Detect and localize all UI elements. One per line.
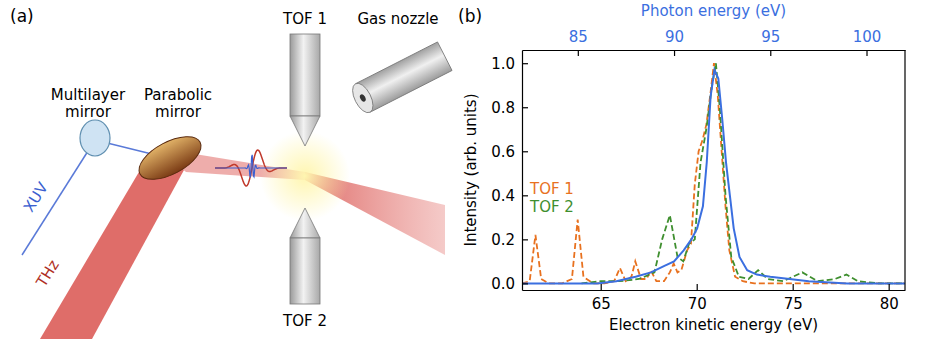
- parabolic-mirror-label: Parabolicmirror: [144, 86, 212, 121]
- tick-label: 75: [784, 295, 803, 313]
- series-line: [522, 70, 905, 284]
- nozzle-opening: [348, 80, 377, 116]
- tick-label: 85: [569, 28, 588, 46]
- xuv-label: XUV: [20, 179, 52, 216]
- thz-label: THz: [32, 256, 63, 291]
- series-line: [582, 63, 905, 283]
- tick-mark: [522, 195, 528, 196]
- tof2-cone: [290, 208, 320, 238]
- axis-line: [523, 50, 906, 51]
- frame-right: [904, 50, 905, 290]
- tof1-cone: [290, 116, 320, 146]
- xuv-pulse: [215, 155, 287, 178]
- tick: 0.4: [491, 187, 528, 205]
- tick: 0.0: [491, 275, 528, 293]
- tick: 0.6: [491, 143, 528, 161]
- tick-mark: [522, 239, 528, 240]
- tick-label: 65: [592, 295, 611, 313]
- gas-nozzle: [348, 42, 452, 116]
- tick: 100: [853, 28, 882, 56]
- x2-axis-title: Photon energy (eV): [641, 2, 786, 20]
- tick-mark: [793, 284, 794, 290]
- thz-pulse: [215, 150, 287, 186]
- axis-line: [522, 51, 523, 291]
- nozzle-hole: [359, 93, 367, 102]
- axis: 0.0 0.2 0.4 0.6 0.8 1.0: [491, 51, 528, 293]
- tick: 70: [688, 284, 707, 313]
- panel-label: (b): [458, 6, 482, 26]
- panel-a: (a) Multilayermirror Parabolicmirror TOF 1 G…: [10, 6, 452, 339]
- legend-entry: TOF 1: [529, 180, 574, 198]
- tof1-tube: [290, 34, 320, 116]
- tick-label: 0.2: [491, 231, 515, 249]
- tick-label: 0.6: [491, 143, 515, 161]
- tick: 1.0: [491, 55, 528, 73]
- tick-mark: [578, 50, 579, 56]
- tick-label: 0.8: [491, 99, 515, 117]
- tick-label: 95: [761, 28, 780, 46]
- tick: 0.2: [491, 231, 528, 249]
- tof2-tube: [290, 238, 320, 304]
- tick-label: 0.4: [491, 187, 515, 205]
- tick-mark: [674, 50, 675, 56]
- tick-mark: [770, 50, 771, 56]
- series-line: [522, 63, 904, 283]
- tick: 90: [665, 28, 684, 56]
- figure: (a) Multilayermirror Parabolicmirror TOF 1 G…: [0, 0, 933, 339]
- axis: 85 90 95 100: [523, 28, 906, 56]
- axis: 65 70 75 80: [523, 284, 906, 313]
- gas-nozzle-label: Gas nozzle: [357, 10, 438, 28]
- legend: TOF 1TOF 2: [529, 180, 574, 216]
- x-axis-title: Electron kinetic energy (eV): [609, 316, 818, 334]
- tick-mark: [697, 284, 698, 290]
- tick-mark: [522, 63, 528, 64]
- y-axis-title: Intensity (arb. units): [462, 93, 480, 246]
- tick-label: 100: [853, 28, 882, 46]
- tick-mark: [601, 284, 602, 290]
- tick-label: 80: [880, 295, 899, 313]
- tick-mark: [889, 284, 890, 290]
- legend-entry: TOF 2: [529, 198, 574, 216]
- tick: 65: [592, 284, 611, 313]
- tick-label: 0.0: [491, 275, 515, 293]
- multilayer-mirror-label: Multilayermirror: [51, 86, 126, 121]
- axis-line: [523, 290, 906, 291]
- tof1-label: TOF 1: [282, 10, 327, 28]
- tick-mark: [866, 50, 867, 56]
- panel-label: (a): [10, 6, 34, 26]
- plot-area: [522, 63, 905, 283]
- tick: 75: [784, 284, 803, 313]
- tick-label: 70: [688, 295, 707, 313]
- tick-mark: [522, 283, 528, 284]
- tick-label: 90: [665, 28, 684, 46]
- parabolic-mirror: [132, 128, 207, 188]
- tick: 80: [880, 284, 899, 313]
- tick-label: 1.0: [491, 55, 515, 73]
- multilayer-mirror: [80, 120, 110, 156]
- tick-mark: [522, 107, 528, 108]
- tick: 85: [569, 28, 588, 56]
- panel-b: (b) 65 70 75 80 85 90 95 100 0.0 0.2 0.4 0.6 0.8 1.0 El…: [458, 2, 906, 334]
- tick-mark: [522, 151, 528, 152]
- tick: 95: [761, 28, 780, 56]
- tick: 0.8: [491, 99, 528, 117]
- tof2-label: TOF 2: [282, 312, 327, 330]
